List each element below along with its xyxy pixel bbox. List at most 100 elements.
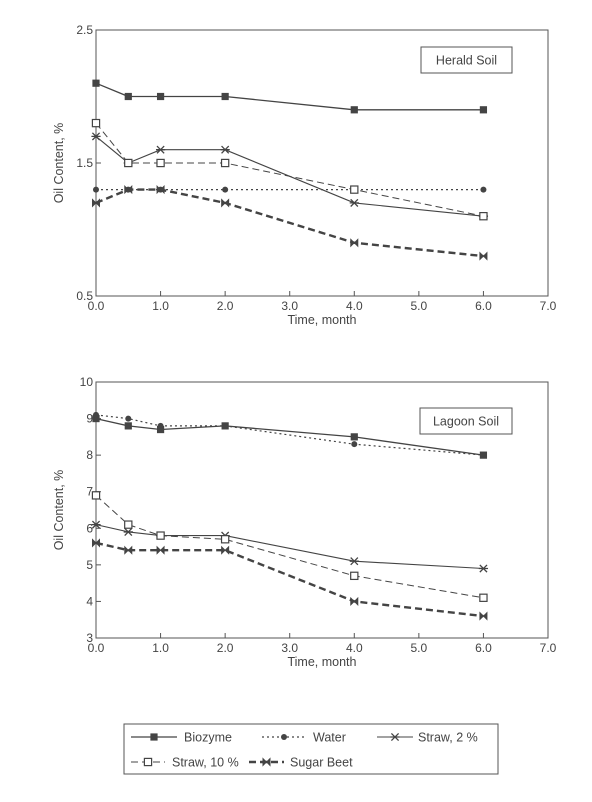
- legend: Biozyme Water Straw, 2 % Straw, 10 % Sugar B…: [123, 723, 499, 775]
- data-point: [124, 422, 132, 430]
- legend-item-sugar-beet: Sugar Beet: [249, 756, 353, 770]
- chart-title: Lagoon Soil: [433, 415, 499, 429]
- legend-marker: [150, 733, 158, 741]
- data-point: [93, 186, 99, 193]
- legend-marker: [390, 732, 400, 742]
- y-axis-label: Oil Content, %: [52, 470, 66, 551]
- series-water: [93, 411, 487, 459]
- data-point: [123, 527, 133, 537]
- series-line: [95, 82, 484, 111]
- plot-frame: [95, 381, 549, 639]
- y-tick-label: 2.5: [76, 23, 93, 37]
- y-tick-label: 4: [86, 594, 93, 608]
- data-point: [92, 79, 100, 87]
- series-sugar-beet: [92, 185, 488, 261]
- legend-label: Straw, 10 %: [172, 756, 239, 770]
- data-point: [155, 145, 166, 154]
- data-point: [220, 158, 230, 168]
- data-point: [350, 238, 359, 248]
- data-point: [350, 571, 359, 581]
- y-tick-label: 8: [86, 448, 93, 462]
- legend-label: Sugar Beet: [290, 756, 353, 770]
- data-point: [349, 557, 359, 566]
- data-point: [156, 425, 165, 434]
- legend-label: Biozyme: [184, 731, 232, 745]
- x-tick-label: 6.0: [475, 641, 492, 655]
- data-point: [92, 414, 100, 423]
- y-tick-label: 0.5: [76, 289, 93, 303]
- series-line: [95, 495, 484, 599]
- data-point: [479, 212, 488, 221]
- data-point: [350, 596, 359, 606]
- data-point: [480, 452, 487, 459]
- x-tick-label: 7.0: [540, 299, 557, 313]
- series-biozyme: [92, 79, 488, 114]
- data-point: [91, 132, 101, 141]
- series-straw-10: [91, 118, 488, 221]
- legend-marker: [281, 734, 287, 740]
- series-line: [95, 541, 484, 618]
- data-point: [93, 411, 99, 418]
- data-point: [222, 186, 229, 193]
- data-point: [350, 433, 358, 441]
- data-point: [350, 106, 358, 114]
- y-tick-label: 6: [86, 521, 93, 535]
- data-point: [124, 520, 133, 529]
- data-point: [220, 535, 230, 544]
- data-point: [351, 441, 358, 448]
- x-tick-label: 0.0: [88, 641, 105, 655]
- series-line: [95, 524, 484, 570]
- y-tick-label: 10: [80, 375, 94, 389]
- title-box-frame: [419, 407, 513, 435]
- x-tick-label: 7.0: [540, 641, 557, 655]
- x-tick-label: 4.0: [346, 299, 363, 313]
- chart-title-box: Lagoon Soil: [419, 407, 513, 435]
- data-point: [221, 545, 230, 555]
- x-tick-label: 5.0: [411, 641, 428, 655]
- series-line: [95, 188, 484, 258]
- legend-item-biozyme: Biozyme: [131, 731, 232, 745]
- data-point: [479, 593, 488, 602]
- data-point: [480, 186, 487, 193]
- data-point: [349, 198, 359, 207]
- data-point: [124, 545, 133, 555]
- data-point: [156, 92, 165, 101]
- data-point: [124, 185, 133, 195]
- series-straw-2: [91, 520, 489, 573]
- data-point: [92, 538, 100, 548]
- data-point: [92, 198, 100, 208]
- data-point: [222, 422, 229, 429]
- x-axis-label: Time, month: [287, 313, 356, 327]
- data-point: [156, 158, 165, 168]
- series-straw-10: [91, 491, 488, 602]
- x-tick-label: 4.0: [346, 641, 363, 655]
- legend-marker: [143, 757, 153, 767]
- data-point: [479, 611, 488, 621]
- legend-marker: [262, 757, 271, 767]
- data-point: [91, 491, 101, 500]
- legend-label: Straw, 2 %: [418, 731, 478, 745]
- y-tick-label: 5: [86, 558, 93, 572]
- legend-item-straw-2: Straw, 2 %: [377, 731, 478, 745]
- y-tick-label: 9: [86, 412, 93, 426]
- chart-title: Herald Soil: [436, 54, 497, 68]
- x-tick-label: 5.0: [411, 299, 428, 313]
- data-point: [156, 545, 165, 555]
- chart-herald-soil: 0.0 1.0 2.0 3.0 4.0 5.0 6.0 7.0 0.5 1.5 2.5 Time, m…: [52, 23, 557, 327]
- data-point: [91, 520, 101, 529]
- series-line: [95, 135, 484, 217]
- data-point: [479, 251, 488, 261]
- y-tick-label: 1.5: [76, 156, 93, 170]
- y-tick-label: 3: [86, 631, 93, 645]
- data-point: [221, 198, 230, 208]
- y-axis-label: Oil Content, %: [52, 123, 66, 204]
- data-point: [91, 118, 101, 128]
- series-line: [95, 122, 484, 217]
- series-sugar-beet: [92, 538, 488, 621]
- data-point: [124, 92, 132, 101]
- data-point: [125, 415, 132, 422]
- data-point: [479, 106, 488, 114]
- x-tick-label: 2.0: [217, 299, 234, 313]
